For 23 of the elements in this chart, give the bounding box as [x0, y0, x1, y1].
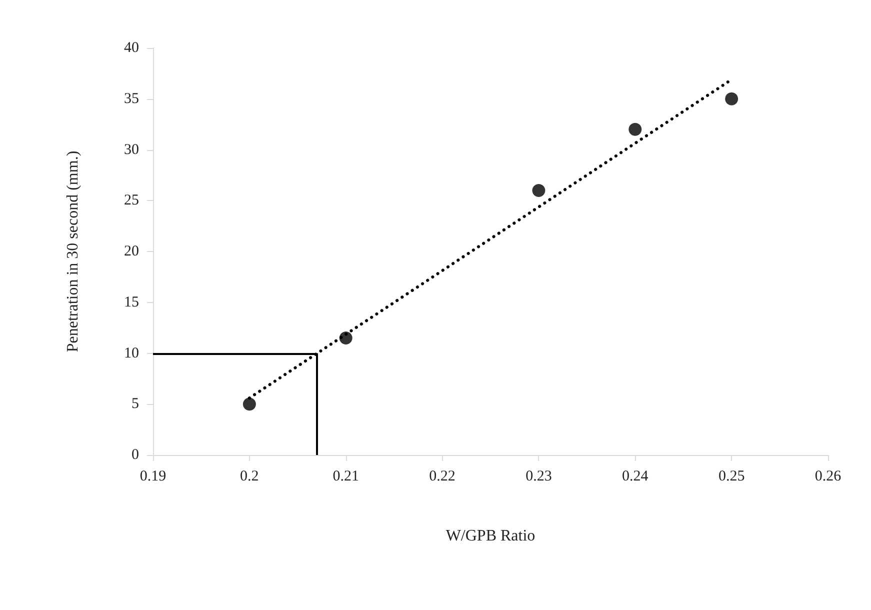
- x-tick-label: 0.23: [526, 468, 552, 484]
- x-tick-label: 0.25: [718, 468, 745, 484]
- x-tick-label: 0.22: [429, 468, 456, 484]
- y-tick-label: 35: [124, 90, 139, 107]
- y-tick-label: 5: [132, 396, 139, 412]
- point: [725, 92, 738, 106]
- y-tick-label: 25: [124, 192, 139, 209]
- point: [242, 398, 256, 411]
- y-tick-label: 40: [124, 40, 139, 56]
- y-tick-label: 30: [124, 142, 139, 158]
- y-tick-label: 0: [132, 447, 139, 463]
- y-tick-label: 15: [124, 294, 139, 310]
- x-tick-label: 0.19: [140, 468, 166, 484]
- y-tick-label: 20: [124, 244, 139, 260]
- y-tick-label: 10: [124, 345, 139, 362]
- x-tick-label: 0.26: [814, 468, 842, 484]
- x-tick-label: 0.21: [332, 468, 359, 484]
- x-axis-title: W/GPB Ratio: [446, 528, 536, 544]
- point: [532, 184, 546, 197]
- y-axis-title: Penetration in 30 second (mm.): [64, 150, 82, 352]
- x-tick-label: 0.24: [622, 468, 649, 484]
- x-tick-label: 0.2: [240, 468, 259, 484]
- point: [628, 122, 642, 136]
